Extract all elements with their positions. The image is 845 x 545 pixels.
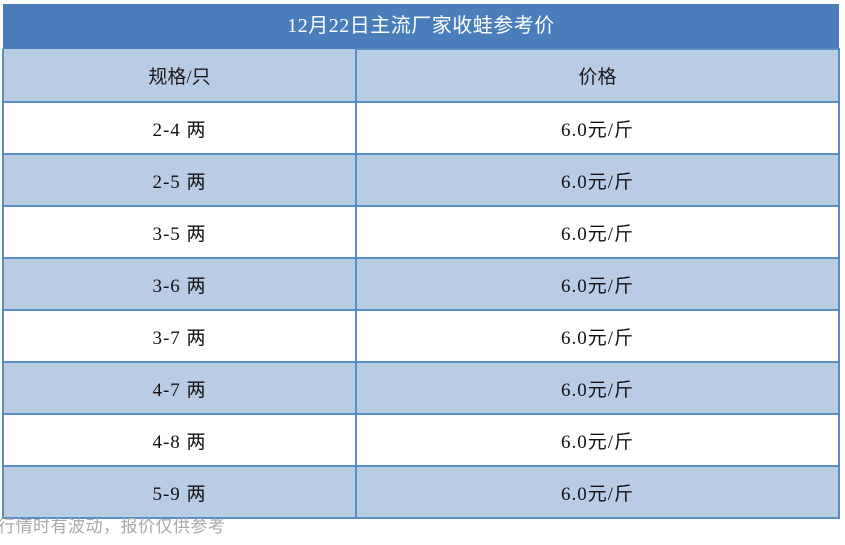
price-value: 6.0元/斤 <box>560 275 635 297</box>
cell-spec: 3-6 两 <box>2 257 357 311</box>
table-row: 2-5 两 6.0元/斤 <box>2 153 840 207</box>
table-row: 2-4 两 6.0元/斤 <box>2 101 840 155</box>
table-row: 5-9 两 6.0元/斤 <box>2 465 840 519</box>
table-row: 3-7 两 6.0元/斤 <box>2 309 840 363</box>
price-value: 6.0元/斤 <box>560 327 635 349</box>
table-title: 12月22日主流厂家收蛙参考价 <box>3 4 839 49</box>
price-table-container: 12月22日主流厂家收蛙参考价 规格/只 价格 2-4 两 6.0元/斤 2-5… <box>2 4 840 519</box>
table-title-row: 12月22日主流厂家收蛙参考价 <box>3 4 839 49</box>
column-header-price: 价格 <box>355 48 840 103</box>
cell-price: 6.0元/斤 <box>355 101 840 155</box>
spec-value: 2-4 两 <box>152 119 207 141</box>
table-row: 4-7 两 6.0元/斤 <box>2 361 840 415</box>
price-value: 6.0元/斤 <box>560 483 635 505</box>
price-value: 6.0元/斤 <box>560 223 635 245</box>
cell-spec: 3-7 两 <box>2 309 357 363</box>
frog-price-table: 12月22日主流厂家收蛙参考价 规格/只 价格 2-4 两 6.0元/斤 2-5… <box>2 4 840 519</box>
cell-spec: 5-9 两 <box>2 465 357 519</box>
cell-spec: 4-7 两 <box>2 361 357 415</box>
cell-price: 6.0元/斤 <box>355 309 840 363</box>
cell-spec: 2-4 两 <box>2 101 357 155</box>
cell-price: 6.0元/斤 <box>355 413 840 467</box>
spec-value: 3-5 两 <box>152 223 207 245</box>
cell-price: 6.0元/斤 <box>355 257 840 311</box>
spec-value: 4-8 两 <box>152 431 207 453</box>
table-row: 3-6 两 6.0元/斤 <box>2 257 840 311</box>
cell-spec: 4-8 两 <box>2 413 357 467</box>
cell-price: 6.0元/斤 <box>355 465 840 519</box>
spec-value: 2-5 两 <box>152 171 207 193</box>
spec-value: 3-7 两 <box>152 327 207 349</box>
spec-value: 3-6 两 <box>152 275 207 297</box>
price-value: 6.0元/斤 <box>560 379 635 401</box>
cell-price: 6.0元/斤 <box>355 205 840 259</box>
cell-price: 6.0元/斤 <box>355 153 840 207</box>
price-value: 6.0元/斤 <box>560 171 635 193</box>
footer-disclaimer: 行情时有波动，报价仅供参考 <box>0 517 226 537</box>
table-body: 12月22日主流厂家收蛙参考价 规格/只 价格 2-4 两 6.0元/斤 2-5… <box>2 4 840 519</box>
spec-value: 5-9 两 <box>152 483 207 505</box>
spec-value: 4-7 两 <box>152 379 207 401</box>
column-header-spec: 规格/只 <box>2 49 357 103</box>
price-value: 6.0元/斤 <box>560 431 635 453</box>
table-row: 4-8 两 6.0元/斤 <box>2 413 840 467</box>
cell-spec: 3-5 两 <box>2 205 357 259</box>
table-header-row: 规格/只 价格 <box>2 48 840 103</box>
cell-spec: 2-5 两 <box>2 153 357 207</box>
table-row: 3-5 两 6.0元/斤 <box>2 205 840 259</box>
price-value: 6.0元/斤 <box>560 119 635 141</box>
cell-price: 6.0元/斤 <box>355 361 840 415</box>
